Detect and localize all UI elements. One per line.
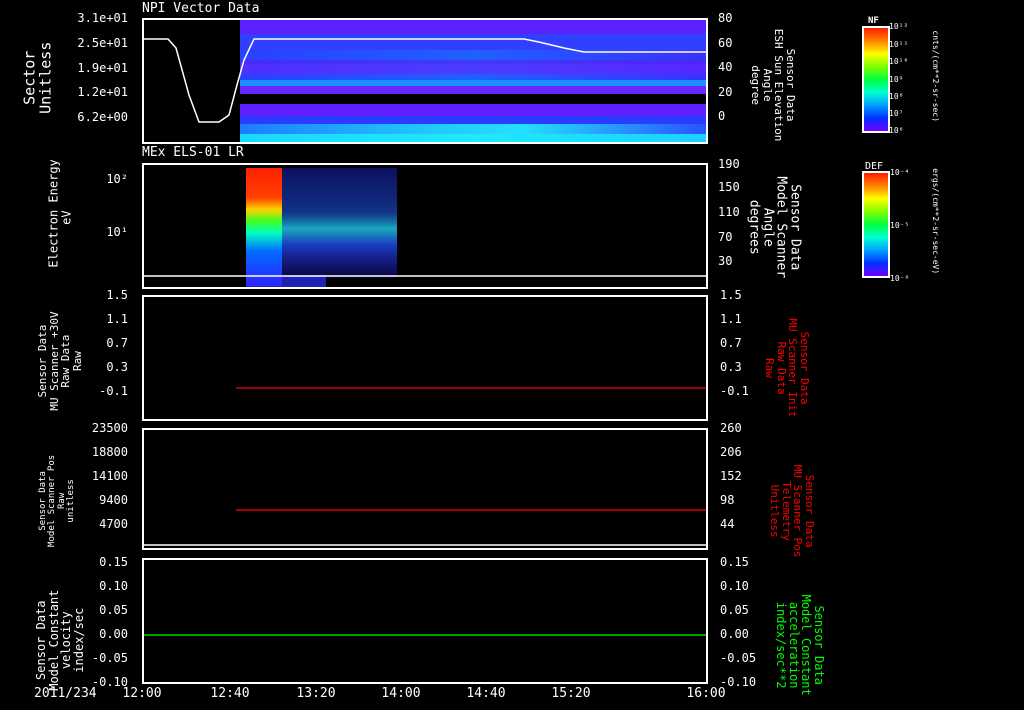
x-tick: 16:00 [686, 686, 726, 701]
panel1-right-ytick: 20 [718, 85, 733, 99]
panel4-right-ytick: 44 [720, 517, 735, 531]
panel5-ytick: 0.00 [99, 627, 128, 641]
panel4-ytick: 9400 [99, 493, 128, 507]
panel5-right-ytick: 0.15 [720, 555, 749, 569]
panel1-ytick: 6.2e+00 [77, 110, 128, 124]
panel3-right-ytick: 1.1 [720, 312, 742, 326]
panel4-ytick: 4700 [99, 517, 128, 531]
nf-tick: 10⁷ [889, 109, 904, 118]
scanner-pos-plot [144, 509, 706, 546]
panel4-right-ytick: 260 [720, 421, 742, 435]
sun-elevation-line [144, 38, 706, 123]
x-tick: 14:00 [381, 686, 421, 701]
x-tick: 15:20 [551, 686, 591, 701]
scanner-30v-plot [236, 387, 706, 389]
panel3-ytick: 1.1 [106, 312, 128, 326]
panel2-right-ytick: 70 [718, 230, 733, 244]
panel5-right-ytick: 0.05 [720, 603, 749, 617]
npi-spectrogram [144, 20, 706, 142]
panel2-right-ytick: 30 [718, 254, 733, 268]
nf-colorbar [862, 26, 890, 133]
panel5-ytick: 0.05 [99, 603, 128, 617]
panel4-right-ytick: 98 [720, 493, 735, 507]
nf-colorbar-units: cnts/(cm**2-sr-sec) [931, 30, 941, 122]
panel5-ytick: -0.10 [91, 675, 128, 689]
panel5-ytick: 0.10 [99, 579, 128, 593]
nf-tick: 10⁹ [889, 75, 904, 84]
panel5-right-ytick: -0.05 [720, 651, 757, 665]
panel5-right-ytick: 0.10 [720, 579, 749, 593]
model-constant-plot [144, 634, 706, 636]
def-tick: 10⁻⁶ [890, 274, 910, 283]
panel1-ytick: 2.5e+01 [77, 36, 128, 50]
panel2-ylabel: Electron Energy eV [46, 159, 73, 268]
panel2-title: MEx ELS-01 LR [142, 145, 244, 160]
x-axis-date: 2011/234 [34, 686, 97, 701]
x-tick: 12:40 [210, 686, 250, 701]
panel4-ylabel: Sensor Data Model Scanner Pos Raw unitless [38, 454, 77, 547]
panel3-right-ytick: 1.5 [720, 288, 742, 302]
panel1-ytick: 3.1e+01 [77, 11, 128, 25]
panel5-right-ytick: 0.00 [720, 627, 749, 641]
panel3-right-ytick: 0.3 [720, 360, 742, 374]
panel1-right-ytick: 60 [718, 36, 733, 50]
panel3-ytick: 0.7 [106, 336, 128, 350]
npi-spectrogram-panel [142, 18, 708, 144]
els-spectrogram-panel [142, 163, 708, 289]
nf-tick: 10¹⁰ [889, 57, 909, 66]
x-tick: 12:00 [122, 686, 162, 701]
panel3-ytick: -0.1 [99, 384, 128, 398]
panel5-ytick: -0.05 [91, 651, 128, 665]
panel1-ytick: 1.2e+01 [77, 85, 128, 99]
panel1-ylabel: Sector Unitless [20, 41, 54, 114]
panel2-ytick: 10¹ [106, 225, 128, 239]
panel3-ytick: 0.3 [106, 360, 128, 374]
panel4-ytick: 18800 [91, 445, 128, 459]
panel2-right-ytick: 190 [718, 157, 740, 171]
def-tick: 10⁻⁴ [890, 168, 910, 177]
def-colorbar [862, 171, 890, 278]
panel4-right-ytick: 152 [720, 469, 742, 483]
panel4-ytick: 14100 [91, 469, 128, 483]
panel2-right-ytick: 110 [718, 205, 740, 219]
x-tick: 14:40 [466, 686, 506, 701]
panel1-ytick: 1.9e+01 [77, 61, 128, 75]
def-tick: 10⁻⁵ [890, 221, 910, 230]
def-colorbar-units: ergs/(cm**2-sr-sec-eV) [931, 168, 941, 275]
x-tick: 13:20 [296, 686, 336, 701]
def-colorbar-label: DEF [865, 161, 884, 172]
panel3-right-ytick: -0.1 [720, 384, 749, 398]
els-spectrogram [144, 168, 706, 287]
panel2-right-ytick: 150 [718, 180, 740, 194]
panel1-right-ytick: 0 [718, 109, 726, 123]
panel1-right-ytick: 40 [718, 60, 733, 74]
nf-colorbar-label: NF [868, 16, 879, 26]
nf-tick: 10¹² [889, 22, 909, 31]
model-constant-panel [142, 558, 708, 684]
panel3-right-ytick: 0.7 [720, 336, 742, 350]
panel4-ytick: 23500 [91, 421, 128, 435]
panel1-right-ylabel: Sensor Data ESH Sun Elevation Angle degree [749, 28, 798, 142]
panel5-right-ylabel: Sensor Data Model Constant acceleration ind… [774, 594, 827, 696]
panel5-right-ytick: -0.10 [720, 675, 757, 689]
nf-tick: 10¹¹ [889, 40, 909, 49]
panel2-right-ylabel: Sensor Data Model Scanner Angle degrees [746, 176, 803, 279]
panel3-ylabel: Sensor Data MU Scanner +30V Raw Data Raw [35, 311, 84, 411]
panel3-right-ylabel: Sensor Data MU Scanner Init Raw Data Raw [763, 318, 812, 418]
panel3-ytick: 1.5 [106, 288, 128, 302]
scanner-30v-panel [142, 295, 708, 421]
nf-tick: 10⁸ [889, 92, 904, 101]
panel1-title: NPI Vector Data [142, 1, 260, 16]
panel4-right-ylabel: Sensor Data MU Scanner Pos Telemetry Unitle… [768, 464, 817, 558]
panel4-right-ytick: 206 [720, 445, 742, 459]
panel5-ytick: 0.15 [99, 555, 128, 569]
panel2-ytick: 10² [106, 172, 128, 186]
panel1-right-ytick: 80 [718, 11, 733, 25]
scanner-pos-panel [142, 428, 708, 550]
nf-tick: 10⁶ [889, 126, 904, 135]
